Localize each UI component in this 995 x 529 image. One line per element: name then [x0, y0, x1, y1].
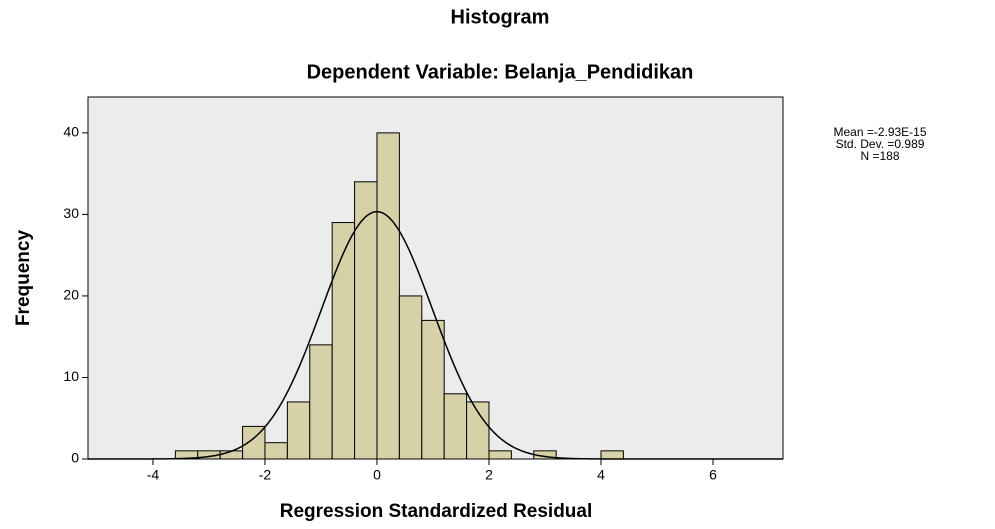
x-tick-label: -2 [259, 467, 272, 483]
y-tick-label: 0 [71, 450, 79, 466]
bar [421, 319, 445, 460]
x-tick-label: -4 [147, 467, 160, 483]
bar [488, 450, 512, 460]
x-tick-label: 4 [597, 467, 605, 483]
stat-label: N =188 [860, 149, 899, 163]
stat-label: Std. Dev. =0.989 [836, 137, 925, 151]
x-tick-label: 2 [485, 467, 493, 483]
bar [219, 450, 244, 460]
y-tick-label: 30 [63, 205, 79, 221]
y-tick-label: 20 [63, 287, 79, 303]
bar [264, 442, 288, 460]
bar [443, 393, 468, 460]
bar [376, 132, 400, 460]
bar [398, 295, 423, 460]
y-tick-label: 40 [63, 124, 79, 140]
bar [286, 401, 311, 460]
chart-title: Histogram [451, 6, 550, 28]
bar [331, 222, 356, 460]
bar [354, 181, 378, 460]
bar [309, 344, 333, 460]
x-axis-label: Regression Standardized Residual [280, 501, 593, 522]
plot-border [87, 96, 784, 460]
x-tick-label: 0 [373, 467, 381, 483]
y-axis-label: Frequency [13, 230, 34, 327]
chart-subtitle: Dependent Variable: Belanja_Pendidikan [307, 61, 694, 83]
stat-label: Mean =-2.93E-15 [833, 125, 926, 139]
x-tick-label: 6 [709, 467, 717, 483]
y-tick-label: 10 [63, 368, 79, 384]
bar [600, 450, 624, 460]
